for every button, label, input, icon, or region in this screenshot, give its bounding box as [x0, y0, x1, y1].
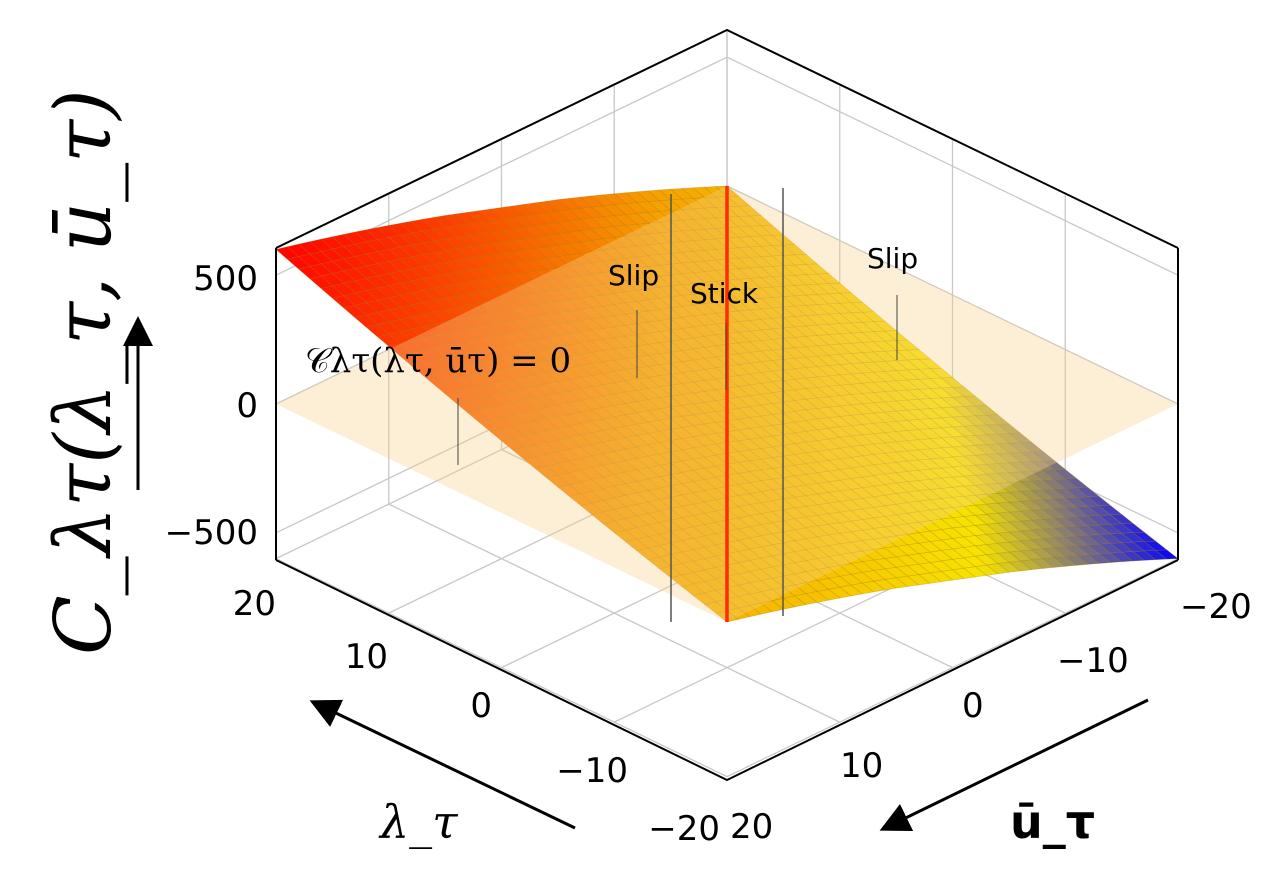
surface-patch	[545, 474, 570, 488]
surface-patch	[421, 372, 446, 385]
grid-line	[275, 558, 728, 778]
z-tick-label: 0	[236, 386, 258, 426]
surface-patch	[512, 447, 536, 460]
lambda-tick-label: 20	[233, 584, 276, 624]
u-tick-label: 10	[840, 746, 883, 786]
surface-patch	[557, 484, 582, 497]
surface-patch	[534, 465, 559, 479]
surface-patch	[331, 295, 356, 309]
lambda-tick-label: 0	[470, 686, 492, 726]
grid-line	[726, 185, 1179, 405]
surface-patch	[692, 592, 717, 605]
surface-patch	[444, 390, 469, 404]
zero-equation: 𝒞λτ(λτ, ūτ) = 0	[305, 341, 571, 381]
u-tick-label: 0	[962, 686, 984, 726]
u-tick-label: −10	[1057, 641, 1129, 681]
z-tick-label: −500	[165, 513, 258, 553]
surface-patch	[399, 352, 424, 366]
surface-patch	[410, 362, 435, 376]
lambda-tick-label: −10	[556, 751, 628, 791]
z-axis-label: C_λτ(λ_τ, ū_τ)	[39, 89, 129, 655]
u-axis-arrow	[879, 698, 1149, 831]
surface-patch	[568, 493, 593, 506]
lambda-axis-arrow	[309, 699, 576, 830]
surface-patch	[365, 324, 390, 338]
surface-mesh	[275, 185, 1179, 623]
stick-label: Stick	[690, 277, 759, 310]
z-tick-label: 500	[193, 259, 258, 299]
lambda-tick-label: 10	[345, 637, 388, 677]
surface-patch	[320, 285, 345, 299]
surface-patch	[467, 409, 491, 423]
u-axis-label: ū_τ	[1010, 795, 1095, 849]
surface-patch	[500, 437, 525, 451]
lambda-axis-label: λ_τ	[378, 795, 459, 849]
z-axis-label-text: C_λτ(λ_τ, ū_τ)	[39, 89, 129, 655]
u-tick-label: 20	[730, 807, 773, 847]
grid-line	[388, 503, 841, 723]
surface-patch	[275, 246, 300, 260]
slip-right-label: Slip	[867, 242, 918, 275]
surface-patch	[523, 456, 548, 470]
u-tick-label: −20	[1180, 587, 1252, 627]
grid-line	[726, 56, 1179, 276]
lambda-tick-label: −20	[648, 809, 720, 849]
slip-left-label: Slip	[608, 259, 659, 292]
box-frame	[275, 28, 1179, 782]
